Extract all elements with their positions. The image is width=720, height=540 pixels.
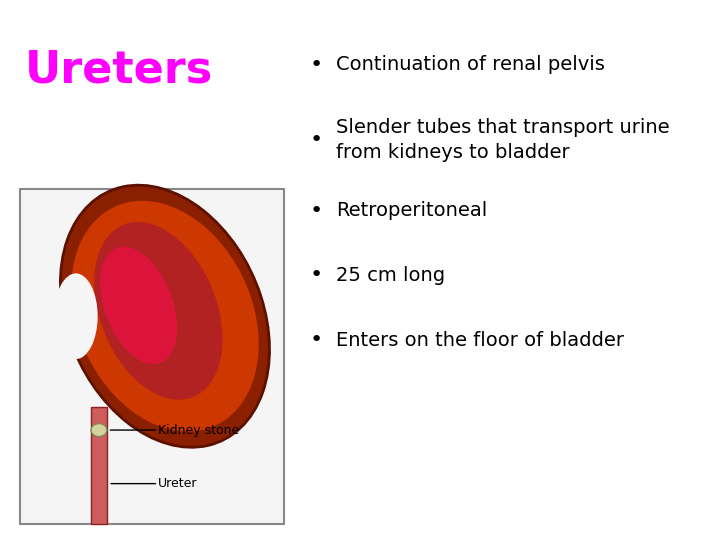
Text: •: • (310, 265, 323, 286)
Text: •: • (310, 200, 323, 221)
Text: Retroperitoneal: Retroperitoneal (336, 201, 487, 220)
Ellipse shape (100, 247, 177, 364)
Text: •: • (310, 330, 323, 350)
Text: Ureter: Ureter (158, 477, 198, 490)
Ellipse shape (60, 185, 269, 447)
FancyBboxPatch shape (19, 189, 284, 524)
FancyBboxPatch shape (91, 407, 107, 524)
Text: Slender tubes that transport urine
from kidneys to bladder: Slender tubes that transport urine from … (336, 118, 670, 163)
Ellipse shape (71, 201, 258, 431)
Text: •: • (310, 55, 323, 75)
Circle shape (91, 423, 107, 436)
Ellipse shape (94, 222, 222, 400)
Text: 25 cm long: 25 cm long (336, 266, 446, 285)
Ellipse shape (54, 273, 98, 359)
Text: Enters on the floor of bladder: Enters on the floor of bladder (336, 330, 624, 350)
Text: •: • (310, 130, 323, 151)
Text: Kidney stone: Kidney stone (158, 423, 240, 436)
Text: Continuation of renal pelvis: Continuation of renal pelvis (336, 55, 606, 75)
Text: Ureters: Ureters (24, 49, 213, 92)
